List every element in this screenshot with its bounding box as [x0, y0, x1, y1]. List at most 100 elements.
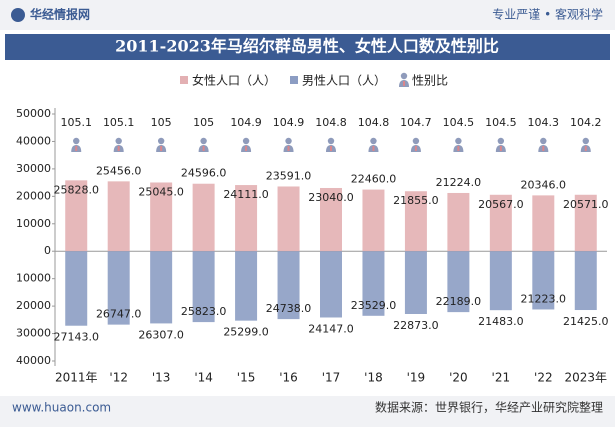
- female-bar: [447, 192, 470, 252]
- data-label: 25823.0: [181, 305, 227, 318]
- icon-tie: [75, 146, 78, 151]
- footer-bar: [0, 396, 615, 427]
- x-tick-label: '18: [364, 371, 383, 385]
- data-label: 21483.0: [478, 315, 524, 328]
- y-tick-label: 40000: [16, 354, 51, 367]
- data-label: 22460.0: [351, 173, 397, 186]
- female-bar: [192, 183, 215, 252]
- male-bar: [404, 251, 427, 314]
- x-tick-label: 2023年: [564, 371, 607, 385]
- icon-tie: [330, 146, 332, 151]
- data-label: 26307.0: [138, 328, 184, 341]
- person-icon: [538, 137, 549, 152]
- ratio-label: 104.9: [230, 116, 262, 129]
- male-bar: [362, 251, 385, 316]
- male-bar: [447, 251, 470, 313]
- icon-tie: [202, 146, 205, 151]
- data-label: 24111.0: [223, 188, 269, 201]
- x-tick-label: '21: [492, 371, 511, 385]
- icon-head: [370, 137, 377, 145]
- ratio-label: 105: [151, 116, 172, 129]
- x-tick-label: '22: [534, 371, 553, 385]
- x-tick-label: '14: [194, 371, 213, 385]
- ratio-label: 105.1: [103, 116, 135, 129]
- female-bar: [277, 186, 300, 252]
- person-icon: [580, 137, 591, 152]
- y-tick-label: 20000: [16, 189, 51, 202]
- female-bar: [320, 187, 342, 252]
- female-bar: [574, 194, 597, 252]
- ratio-label: 104.2: [570, 116, 602, 129]
- icon-tie: [414, 146, 417, 151]
- icon-tie: [287, 146, 290, 151]
- footer-site: www.huaon.com: [12, 401, 111, 415]
- data-label: 24147.0: [308, 322, 354, 335]
- data-label: 21224.0: [436, 176, 482, 189]
- icon-head: [497, 137, 505, 145]
- female-bar: [404, 191, 427, 252]
- male-bar: [65, 251, 88, 326]
- female-bar: [532, 195, 555, 252]
- icon-tie: [584, 146, 587, 151]
- male-bar: [532, 251, 555, 310]
- icon-head: [157, 137, 165, 145]
- icon-head: [285, 137, 292, 145]
- legend-label: 女性人口（人）: [192, 73, 276, 88]
- ratio-label: 104.7: [400, 116, 432, 129]
- header-bar: [0, 0, 615, 30]
- female-bar: [235, 185, 258, 252]
- data-label: 24738.0: [266, 302, 312, 315]
- icon-tie: [160, 146, 163, 151]
- icon-head: [582, 137, 589, 145]
- icon-tie: [457, 146, 460, 151]
- data-label: 26747.0: [96, 308, 142, 321]
- person-icon: [283, 137, 294, 152]
- person-icon: [453, 137, 464, 152]
- data-label: 20567.0: [478, 198, 524, 211]
- icon-head: [115, 137, 122, 145]
- person-icon: [368, 137, 379, 152]
- y-tick-label: 50000: [16, 107, 51, 120]
- ratio-label: 105: [193, 116, 214, 129]
- y-tick-label: 30000: [16, 327, 51, 340]
- icon-head: [400, 72, 408, 80]
- y-tick-label: 10000: [16, 217, 51, 230]
- chart-title: 2011-2023年马绍尔群岛男性、女性人口数及性别比: [115, 37, 499, 56]
- male-bar: [489, 251, 512, 311]
- legend-label: 男性人口（人）: [302, 74, 386, 88]
- female-bar: [107, 181, 130, 252]
- data-label: 25299.0: [223, 326, 269, 339]
- x-tick-label: '17: [322, 371, 341, 385]
- slogan: 专业严谨 • 客观科学: [492, 7, 603, 22]
- y-tick-label: 20000: [16, 299, 51, 312]
- icon-head: [242, 137, 250, 145]
- x-tick-label: '20: [449, 371, 468, 385]
- x-tick-label: '15: [237, 371, 256, 385]
- icon-tie: [245, 146, 248, 151]
- x-tick-label: '13: [152, 371, 171, 385]
- person-icon: [71, 137, 82, 152]
- ratio-label: 104.8: [358, 116, 390, 129]
- data-label: 24596.0: [181, 167, 227, 180]
- data-label: 23591.0: [266, 169, 312, 182]
- male-bar: [277, 251, 300, 320]
- icon-tie: [372, 146, 375, 151]
- title-bar: [5, 34, 610, 60]
- person-icon: [410, 137, 421, 152]
- data-label: 20346.0: [521, 178, 567, 191]
- icon-tie: [542, 146, 545, 151]
- ratio-label: 105.1: [60, 116, 92, 129]
- female-bar: [150, 182, 173, 252]
- y-tick-label: 30000: [16, 162, 51, 175]
- data-label: 22873.0: [393, 319, 439, 332]
- male-bar: [150, 251, 173, 324]
- male-bar: [574, 251, 597, 311]
- x-tick-label: 2011年: [55, 371, 98, 385]
- ratio-label: 104.9: [273, 116, 305, 129]
- person-icon: [156, 137, 167, 152]
- person-icon: [495, 137, 506, 152]
- male-bar: [107, 251, 130, 325]
- female-bar: [362, 189, 385, 252]
- legend-swatch: [180, 76, 188, 84]
